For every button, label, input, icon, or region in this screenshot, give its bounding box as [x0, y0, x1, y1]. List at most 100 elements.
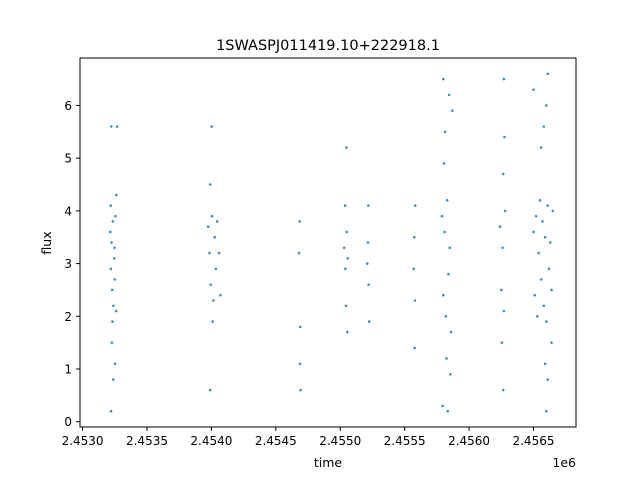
data-point	[210, 125, 213, 128]
data-point	[366, 241, 370, 244]
data-point	[110, 341, 114, 344]
data-point	[545, 409, 548, 413]
data-point	[113, 278, 117, 281]
data-point	[442, 162, 446, 165]
x-tick-label: 2.4540	[190, 434, 232, 448]
data-point	[542, 125, 546, 128]
data-point	[501, 246, 504, 250]
y-tick-label: 1	[64, 363, 72, 377]
data-point	[503, 135, 506, 139]
y-tick-label: 0	[64, 415, 72, 429]
data-point	[440, 214, 444, 218]
data-point	[342, 246, 346, 250]
y-tick-label: 2	[64, 310, 72, 324]
data-point	[111, 220, 115, 223]
x-tick-label: 2.4530	[62, 434, 104, 448]
data-point	[441, 404, 444, 408]
x-axis: 2.4530 2.4535 2.4540 2.4545 2.4550 2.4555 2.45…	[62, 427, 554, 448]
data-point	[215, 220, 219, 223]
y-tick-label: 5	[64, 152, 72, 166]
data-point	[551, 209, 555, 213]
x-tick-label: 2.4560	[448, 434, 490, 448]
data-point	[112, 304, 115, 308]
data-point	[501, 388, 505, 392]
x-axis-label: time	[314, 455, 343, 470]
data-point	[113, 246, 116, 250]
data-point	[538, 199, 542, 202]
data-point	[532, 230, 535, 234]
x-axis-offset-label: 1e6	[552, 455, 576, 470]
data-point	[367, 283, 370, 286]
data-point	[345, 146, 348, 149]
data-point	[539, 278, 543, 281]
data-point	[449, 372, 452, 376]
data-point	[534, 214, 538, 218]
data-point	[546, 72, 549, 76]
data-point	[109, 204, 112, 207]
data-point	[550, 288, 553, 292]
data-point	[499, 288, 503, 292]
plot-area	[108, 72, 555, 413]
data-point	[536, 315, 539, 318]
data-point	[547, 267, 551, 271]
data-point	[109, 125, 113, 128]
y-axis: 0 1 2 3 4 5 6	[64, 99, 80, 429]
data-point	[112, 257, 116, 260]
data-point	[443, 130, 447, 134]
data-point	[548, 241, 552, 244]
data-point	[109, 409, 113, 413]
data-point	[503, 209, 507, 213]
data-point	[208, 388, 212, 392]
data-point	[206, 225, 210, 228]
data-point	[115, 193, 118, 197]
data-point	[442, 77, 445, 81]
data-point	[213, 235, 216, 239]
data-point	[543, 235, 547, 239]
data-point	[214, 267, 218, 271]
data-point	[537, 251, 540, 255]
data-point	[211, 320, 214, 323]
data-point	[209, 283, 213, 286]
data-point	[298, 220, 301, 223]
data-point	[413, 346, 417, 350]
data-point	[210, 214, 214, 218]
data-point	[446, 409, 450, 413]
data-point	[217, 251, 221, 255]
data-point	[500, 341, 504, 344]
x-tick-label: 2.4535	[126, 434, 168, 448]
data-point	[448, 246, 452, 250]
data-point	[114, 214, 117, 218]
data-point	[443, 230, 446, 234]
data-point	[546, 378, 549, 381]
data-point	[365, 262, 369, 265]
data-point	[111, 320, 114, 323]
data-point	[502, 77, 506, 81]
data-point	[344, 304, 348, 308]
data-point	[539, 146, 543, 149]
data-point	[447, 272, 450, 276]
y-tick-label: 3	[64, 257, 72, 271]
data-point	[451, 109, 454, 113]
data-point	[208, 183, 212, 186]
data-point	[498, 225, 502, 228]
data-point	[219, 293, 222, 297]
data-point	[449, 330, 453, 334]
y-axis-label: flux	[39, 231, 54, 254]
data-point	[299, 388, 302, 392]
data-point	[413, 235, 416, 239]
data-point	[115, 125, 119, 128]
data-point	[111, 378, 115, 381]
data-point	[412, 267, 415, 271]
data-point	[108, 230, 112, 234]
data-point	[413, 204, 417, 207]
x-tick-label: 2.4545	[255, 434, 297, 448]
data-point	[113, 362, 117, 366]
data-point	[532, 88, 535, 91]
data-point	[445, 199, 449, 202]
data-point	[346, 257, 350, 260]
x-tick-label: 2.4555	[384, 434, 426, 448]
data-point	[545, 320, 548, 323]
data-point	[545, 104, 548, 107]
data-point	[212, 299, 215, 302]
data-point	[444, 315, 448, 318]
